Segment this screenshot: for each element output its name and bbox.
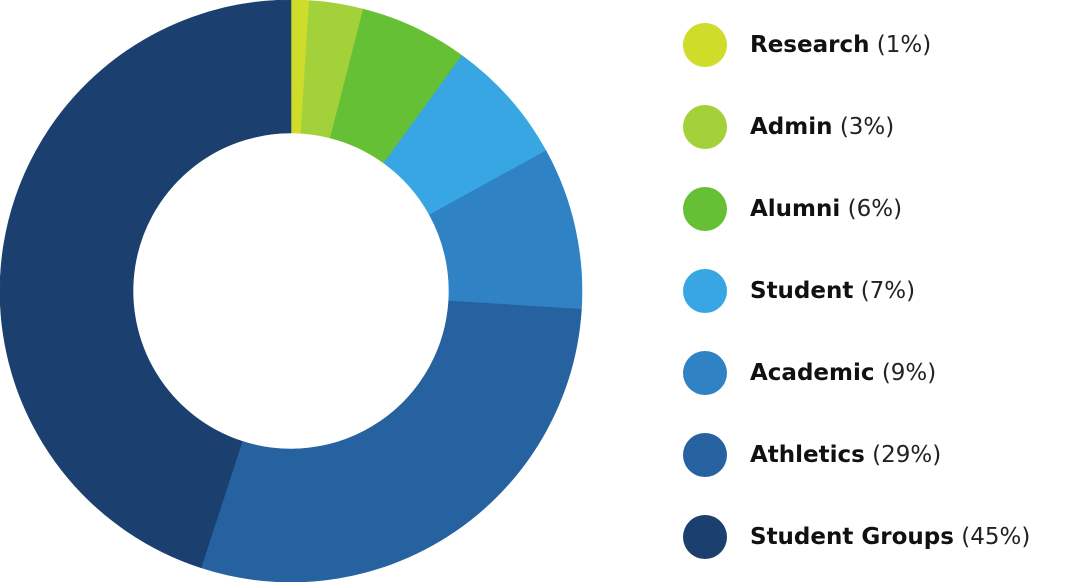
legend-item-student-groups: Student Groups (45%) — [683, 515, 1030, 559]
donut-slices — [0, 0, 583, 582]
legend-item-admin: Admin (3%) — [683, 105, 894, 149]
legend-label-athletics: Athletics — [750, 442, 865, 468]
legend-value-alumni: (6%) — [847, 196, 903, 222]
legend-swatch-alumni — [683, 187, 727, 231]
legend-swatch-student — [683, 269, 727, 313]
legend-item-alumni: Alumni (6%) — [683, 187, 902, 231]
legend-swatch-research — [683, 23, 727, 67]
legend-value-academic: (9%) — [881, 360, 937, 386]
donut-slice-student-groups — [0, 0, 292, 569]
legend-swatch-academic — [683, 351, 727, 395]
legend-value-admin: (3%) — [839, 114, 895, 140]
legend-value-athletics: (29%) — [872, 442, 942, 468]
legend-item-academic: Academic (9%) — [683, 351, 936, 395]
legend-label-research: Research — [750, 32, 870, 58]
legend-item-student: Student (7%) — [683, 269, 915, 313]
legend-value-research: (1%) — [876, 32, 932, 58]
legend-label-student: Student — [750, 278, 854, 304]
legend-swatch-student-groups — [683, 515, 727, 559]
legend-label-student-groups: Student Groups — [750, 524, 954, 550]
legend-item-athletics: Athletics (29%) — [683, 433, 941, 477]
legend-label-alumni: Alumni — [750, 196, 841, 222]
legend-item-research: Research (1%) — [683, 23, 931, 67]
legend-swatch-admin — [683, 105, 727, 149]
legend-label-academic: Academic — [750, 360, 875, 386]
legend-swatch-athletics — [683, 433, 727, 477]
legend-label-admin: Admin — [750, 114, 833, 140]
legend-value-student: (7%) — [860, 278, 916, 304]
donut-slice-athletics — [200, 300, 582, 582]
legend-value-student-groups: (45%) — [961, 524, 1031, 550]
